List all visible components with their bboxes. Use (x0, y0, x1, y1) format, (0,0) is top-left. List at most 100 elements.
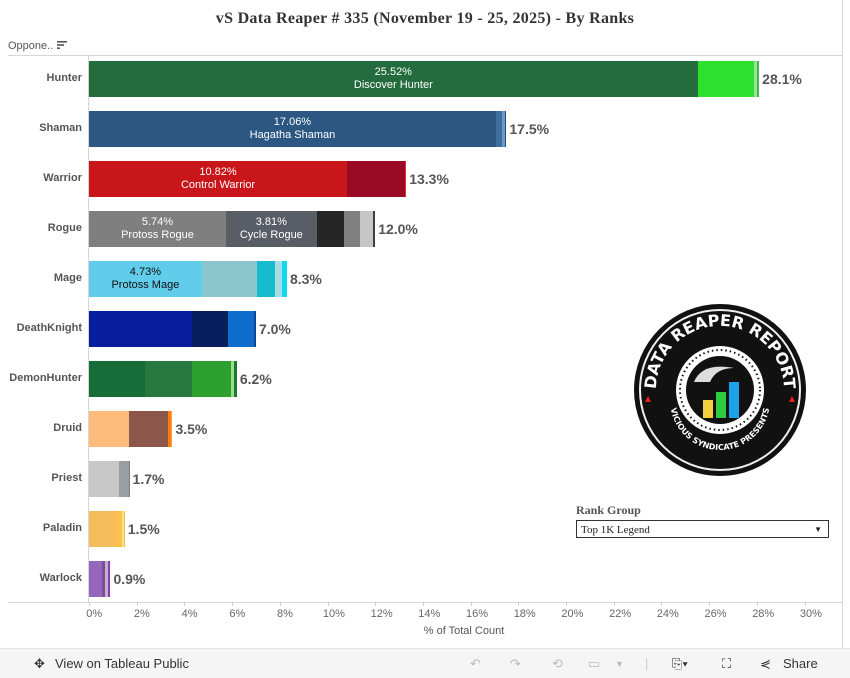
x-tick-label: 28% (752, 608, 775, 620)
bar-segment[interactable] (697, 61, 754, 97)
bar-segment[interactable] (116, 511, 122, 547)
bar-segment[interactable] (372, 211, 376, 247)
bar-segment[interactable] (102, 561, 106, 597)
total-label: 28.1% (762, 71, 802, 87)
category-label: Warlock (39, 572, 82, 584)
tick-mark (422, 602, 424, 606)
bar-segment[interactable] (753, 61, 758, 97)
y-axis-line (88, 55, 89, 602)
tick-mark (804, 602, 806, 606)
bar-segment[interactable]: 3.81% Cycle Rogue (225, 211, 317, 247)
bar-segment[interactable] (145, 361, 193, 397)
tableau-icon: ✥ (34, 656, 45, 671)
bar-segment[interactable] (192, 361, 231, 397)
share-icon[interactable]: ⋞ (760, 656, 771, 671)
bar-segment[interactable] (89, 361, 146, 397)
tick-mark (613, 602, 615, 606)
bar-segment[interactable] (89, 561, 103, 597)
bar-segment[interactable] (359, 211, 373, 247)
total-label: 8.3% (289, 271, 322, 287)
redo-icon[interactable]: ↷ (510, 656, 521, 671)
bar-segment[interactable]: 4.73% Protoss Mage (89, 261, 202, 297)
bar-segment[interactable] (501, 111, 505, 147)
refresh-icon[interactable]: ▭ (588, 656, 601, 671)
dropdown-arrow-icon: ▼ (814, 525, 822, 534)
bar-segment[interactable] (343, 211, 360, 247)
total-label: 17.5% (509, 121, 550, 137)
download-icon[interactable]: ⎘▾ (672, 656, 688, 671)
x-tick-label: 24% (656, 608, 679, 620)
bar-segment[interactable] (201, 261, 257, 297)
rank-group-label: Rank Group (576, 503, 641, 517)
category-label: Mage (53, 272, 82, 284)
tick-mark (518, 602, 520, 606)
tick-mark (89, 602, 90, 606)
bar-segment[interactable] (274, 261, 283, 297)
segment-name: Hagatha Shaman (249, 129, 336, 141)
tick-mark (470, 602, 472, 606)
bar-segment[interactable] (128, 461, 130, 497)
bar-segment[interactable]: 17.06% Hagatha Shaman (89, 111, 496, 147)
sort-icon[interactable] (57, 40, 67, 50)
bar-segment[interactable] (105, 561, 109, 597)
bar-segment[interactable] (757, 61, 760, 97)
bar-segment[interactable] (234, 361, 237, 397)
bar-segment[interactable] (504, 111, 507, 147)
bar-segment[interactable]: 25.52% Discover Hunter (89, 61, 698, 97)
bar-segment[interactable] (192, 311, 228, 347)
bar-segment[interactable] (89, 411, 130, 447)
x-tick-label: 2% (133, 608, 150, 620)
view-on-tableau-link[interactable]: View on Tableau Public (55, 656, 189, 671)
bar-segment[interactable] (121, 511, 124, 547)
divider: | (645, 656, 649, 671)
share-button[interactable]: Share (783, 656, 818, 671)
bar-segment[interactable] (168, 411, 172, 447)
rank-group-value: Top 1K Legend (581, 524, 650, 536)
chart-title: vS Data Reaper # 335 (November 19 - 25, … (215, 10, 635, 27)
bar-segment[interactable]: 5.74% Protoss Rogue (89, 211, 226, 247)
bar-segment[interactable] (129, 411, 169, 447)
x-tick-label: 16% (465, 608, 489, 620)
x-tick-label: 20% (561, 608, 584, 620)
revert-icon[interactable]: ⟲ (552, 656, 563, 671)
bar-segment[interactable] (256, 261, 275, 297)
bar-segment[interactable] (119, 461, 129, 497)
divider (842, 0, 843, 648)
bar-segment[interactable] (89, 311, 193, 347)
tick-mark (279, 602, 281, 606)
x-tick-label: 4% (181, 608, 198, 620)
bar-segment[interactable] (347, 161, 405, 197)
undo-icon[interactable]: ↶ (470, 656, 481, 671)
bar-segment[interactable] (123, 511, 125, 547)
rank-group-select[interactable]: Top 1K Legend ▼ (576, 520, 829, 538)
bar-segment[interactable] (282, 261, 287, 297)
segment-label: 4.73% (129, 266, 161, 278)
bar-segment[interactable] (405, 161, 407, 197)
sort-field-label[interactable]: Oppone.. (8, 40, 54, 52)
total-label: 7.0% (258, 321, 291, 337)
total-label: 1.5% (127, 521, 160, 537)
segment-name: Control Warrior (180, 179, 256, 191)
bar-segment[interactable] (495, 111, 502, 147)
bar-segment[interactable] (171, 411, 173, 447)
bar-segment[interactable] (316, 211, 344, 247)
category-label: Priest (51, 472, 82, 484)
bar-segment[interactable] (89, 461, 120, 497)
category-label: Paladin (42, 522, 82, 534)
segment-name: Cycle Rogue (239, 229, 303, 241)
tick-mark (566, 602, 567, 606)
bar-segment[interactable] (253, 311, 256, 347)
tick-mark (327, 602, 329, 606)
bar-segment[interactable] (227, 311, 254, 347)
total-label: 3.5% (175, 421, 208, 437)
refresh-dropdown-icon[interactable]: ▼ (615, 659, 624, 669)
bar-segment[interactable] (89, 511, 117, 547)
category-label: Warrior (43, 172, 82, 184)
bar-segment[interactable]: 10.82% Control Warrior (89, 161, 348, 197)
bar-segment[interactable] (230, 361, 234, 397)
total-label: 13.3% (409, 171, 449, 187)
bar-segment[interactable] (108, 561, 111, 597)
toolbar: ✥ View on Tableau Public ↶ ↷ ⟲ ▭ ▼ | ⎘▾ … (0, 648, 850, 678)
category-label: DeathKnight (16, 322, 82, 334)
fullscreen-icon[interactable]: ⛶ (722, 656, 732, 671)
